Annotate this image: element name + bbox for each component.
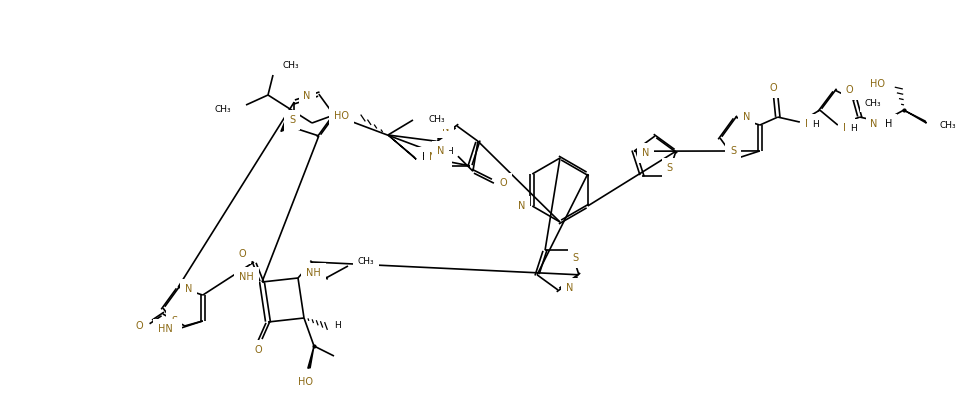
Text: N: N (517, 201, 525, 211)
Text: N: N (441, 123, 449, 133)
Text: CH₃: CH₃ (283, 61, 299, 69)
Polygon shape (903, 110, 925, 123)
Polygon shape (281, 109, 290, 131)
Text: CH₃: CH₃ (214, 105, 231, 115)
Text: H: H (849, 124, 856, 133)
Text: O: O (238, 249, 246, 259)
Text: N: N (436, 146, 444, 156)
Text: N: N (804, 119, 811, 129)
Text: O: O (499, 178, 507, 188)
Text: S: S (573, 253, 578, 263)
Text: O: O (254, 345, 262, 355)
Text: CH₃: CH₃ (864, 99, 881, 107)
Text: O: O (845, 85, 853, 95)
Text: H: H (446, 147, 453, 155)
Text: H: H (333, 321, 340, 329)
Polygon shape (307, 346, 314, 368)
Text: S: S (289, 115, 295, 125)
Text: H: H (422, 152, 429, 162)
Text: O: O (135, 321, 142, 331)
Text: N: N (869, 119, 877, 129)
Text: N: N (303, 91, 310, 101)
Text: N: N (428, 152, 436, 162)
Text: CH₃: CH₃ (358, 257, 374, 267)
Polygon shape (388, 135, 416, 159)
Text: S: S (666, 163, 672, 173)
Text: CH₃: CH₃ (939, 120, 955, 130)
Text: H: H (884, 119, 891, 129)
Text: HO: HO (869, 79, 884, 89)
Text: O: O (769, 83, 777, 93)
Text: N: N (842, 123, 849, 133)
Text: HO: HO (298, 377, 313, 387)
Text: N: N (566, 283, 573, 293)
Text: N: N (641, 148, 649, 158)
Text: S: S (730, 146, 735, 156)
Text: HN: HN (158, 324, 172, 334)
Text: N: N (742, 112, 750, 122)
Text: N: N (185, 284, 193, 294)
Text: S: S (441, 153, 447, 163)
Text: NH: NH (305, 268, 321, 278)
Text: H: H (811, 120, 818, 129)
Text: HO: HO (333, 111, 349, 121)
Text: CH₃: CH₃ (428, 115, 445, 125)
Text: NH: NH (239, 272, 254, 282)
Text: S: S (171, 316, 177, 326)
